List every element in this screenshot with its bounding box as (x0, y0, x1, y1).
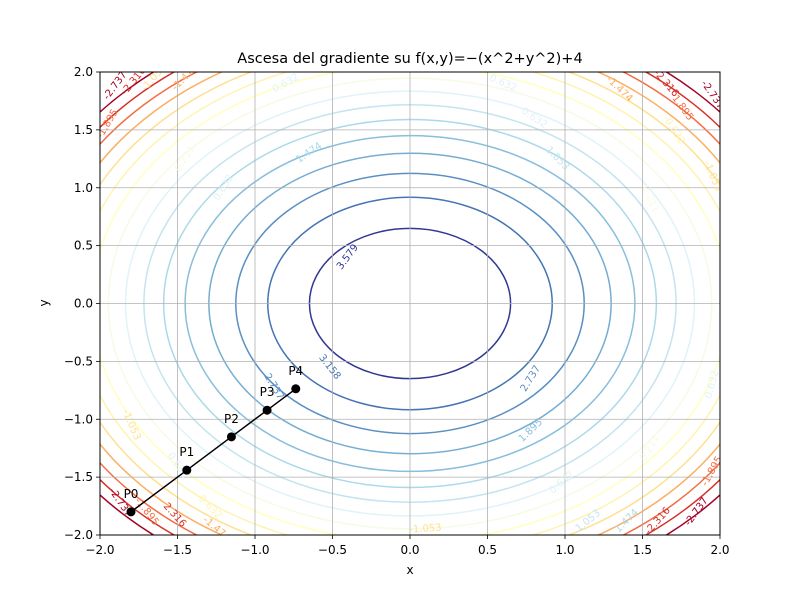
grid (100, 72, 720, 535)
y-tick-label: 0.0 (74, 297, 93, 311)
chart-title: Ascesa del gradiente su f(x,y)=−(x^2+y^2… (237, 51, 582, 67)
path-point-label: P3 (260, 385, 275, 399)
x-axis-label: x (406, 563, 413, 577)
y-tick-label: 2.0 (74, 65, 93, 79)
y-axis: −2.0 −1.5 −1.0 −0.5 0.0 0.5 1.0 1.5 2.0 (64, 65, 100, 542)
x-tick-label: 1.0 (555, 543, 574, 557)
path-point-label: P1 (179, 445, 194, 459)
y-tick-label: 1.0 (74, 181, 93, 195)
y-tick-label: −0.5 (64, 354, 93, 368)
y-tick-label: 1.5 (74, 123, 93, 137)
y-tick-label: −1.0 (64, 412, 93, 426)
contour-label: -1.053 (409, 523, 442, 536)
ascent-path: P0 P1 P2 P3 P4 (124, 364, 303, 517)
path-point-p1 (182, 465, 192, 475)
path-point-p2 (226, 432, 236, 442)
x-axis: −2.0 −1.5 −1.0 −0.5 0.0 0.5 1.0 1.5 2.0 (85, 535, 730, 557)
y-tick-label: −2.0 (64, 528, 93, 542)
y-axis-label: y (37, 299, 51, 306)
x-tick-label: −2.0 (85, 543, 114, 557)
path-point-label: P2 (224, 412, 239, 426)
x-tick-label: 0.5 (478, 543, 497, 557)
path-point-p4 (291, 384, 301, 394)
x-tick-label: 2.0 (710, 543, 729, 557)
x-tick-label: −1.5 (163, 543, 192, 557)
x-tick-label: −0.5 (318, 543, 347, 557)
path-point-p0 (126, 507, 136, 517)
path-point-p3 (262, 405, 272, 415)
y-tick-label: −1.5 (64, 470, 93, 484)
path-point-label: P0 (124, 487, 139, 501)
x-tick-label: 1.5 (633, 543, 652, 557)
x-tick-label: 0.0 (400, 543, 419, 557)
y-tick-label: 0.5 (74, 239, 93, 253)
x-tick-label: −1.0 (240, 543, 269, 557)
path-point-label: P4 (288, 364, 303, 378)
